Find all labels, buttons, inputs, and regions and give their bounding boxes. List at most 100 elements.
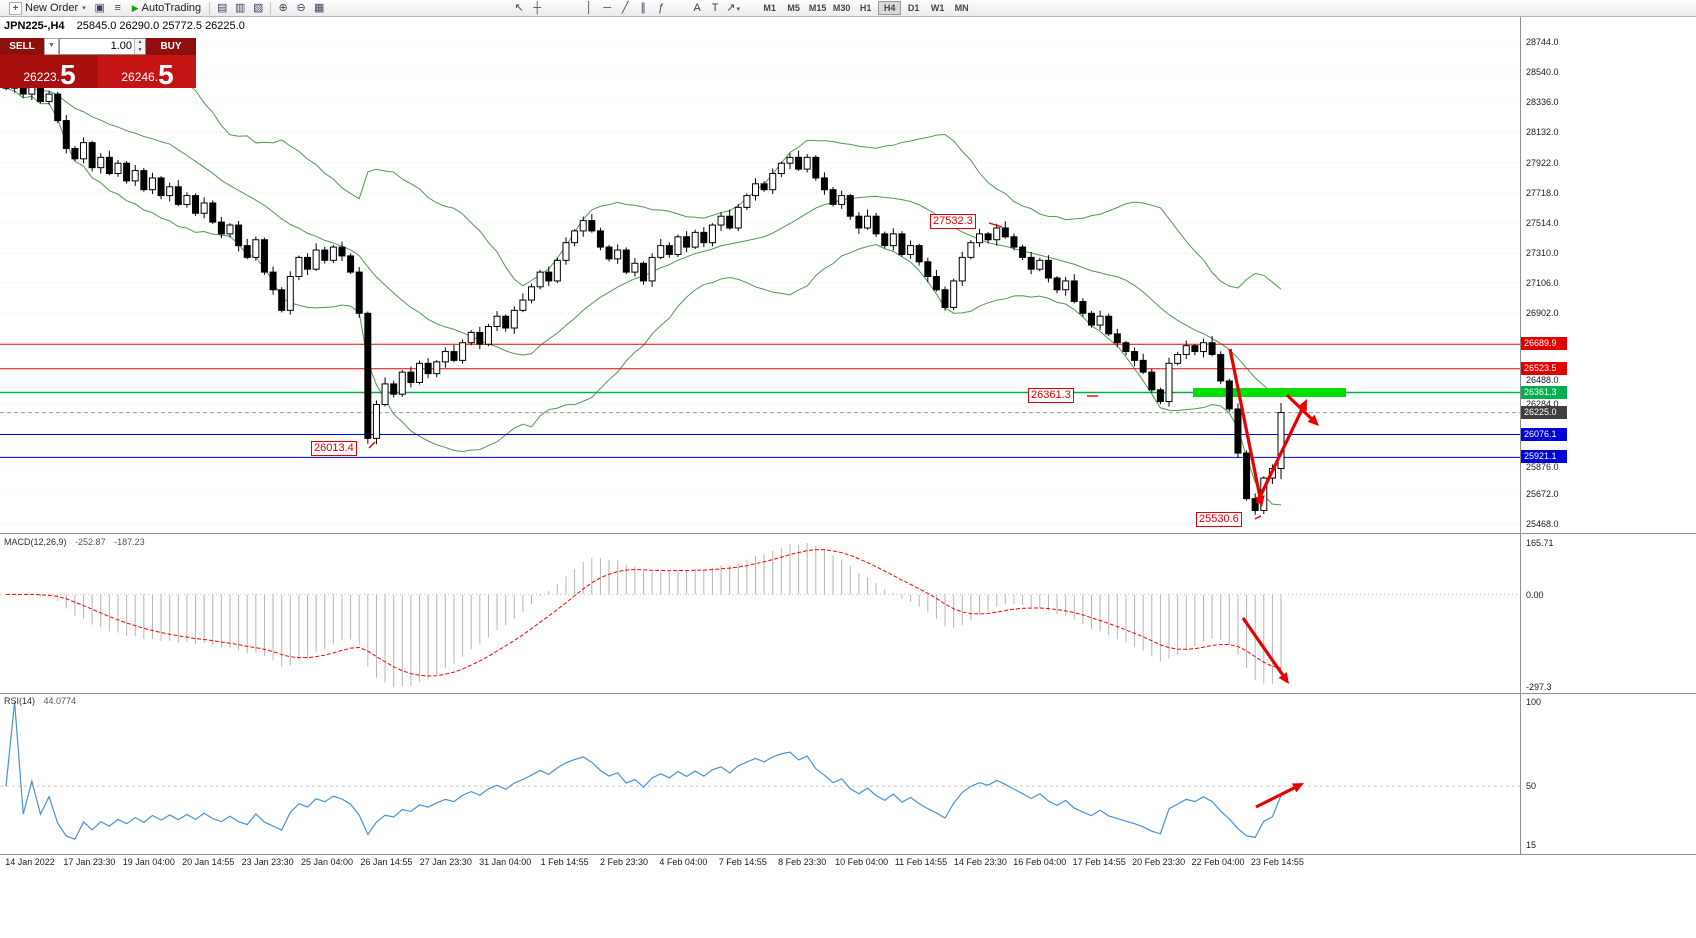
crosshair-icon[interactable]: ┼ [533, 1, 542, 14]
sell-price-big-digit: 5 [60, 59, 76, 90]
text-label-icon[interactable]: T [711, 1, 719, 14]
rsi-value: 44.0774 [43, 696, 77, 706]
volume-up-icon[interactable]: ▲ [137, 39, 143, 45]
time-tick: 17 Feb 14:55 [1072, 857, 1126, 867]
symbol-period-label: JPN225-,H4 [4, 20, 65, 32]
buy-price-big-digit: 5 [158, 59, 174, 90]
dropdown-caret-icon: ▾ [736, 5, 741, 13]
trend-arrow [1241, 617, 1287, 680]
volume-field[interactable]: 1.00 ▲ ▼ [59, 38, 146, 55]
trend-arrow [1255, 784, 1300, 809]
time-tick: 4 Feb 04:00 [659, 857, 708, 867]
time-tick: 20 Jan 14:55 [182, 857, 235, 867]
new-order-button[interactable]: + New Order ▾ [4, 1, 91, 16]
support-zone-highlight [1193, 388, 1346, 398]
equidistant-channel-icon[interactable]: ∥ [640, 1, 646, 14]
timeframe-m30-button[interactable]: M30 [832, 3, 851, 13]
macd-main-value: -252.87 [75, 537, 106, 547]
autotrading-icon: ▶ [131, 2, 139, 13]
toolbar-gap [742, 8, 758, 9]
sell-price-main: 26223. [23, 70, 61, 84]
time-tick: 23 Feb 14:55 [1250, 857, 1304, 867]
price-annotation[interactable]: 25530.6 [1196, 512, 1242, 527]
volume-value[interactable]: 1.00 [110, 40, 132, 52]
toolbar-separator [270, 1, 272, 15]
ohlc-values: 25845.0 26290.0 25772.5 26225.0 [76, 20, 245, 32]
vertical-line-icon[interactable]: │ [585, 1, 593, 14]
chart-title: JPN225-,H4 25845.0 26290.0 25772.5 26225… [4, 20, 245, 32]
timeframe-m5-button[interactable]: M5 [787, 3, 800, 13]
toolbar-gap [328, 8, 510, 9]
one-click-collapse-button[interactable]: ▼ [44, 38, 59, 55]
rsi-name: RSI(14) [4, 696, 36, 706]
bar-chart-icon[interactable]: ▤ [216, 1, 228, 14]
time-tick: 23 Jan 23:30 [241, 857, 294, 867]
time-tick: 14 Jan 2022 [5, 857, 55, 867]
text-icon[interactable]: A [693, 1, 701, 14]
time-tick: 8 Feb 23:30 [778, 857, 827, 867]
time-tick: 26 Jan 14:55 [360, 857, 413, 867]
sell-price[interactable]: 26223. 5 [0, 55, 98, 90]
toolbar-gap [546, 8, 580, 9]
rsi-label: RSI(14) 44.0774 [4, 696, 76, 706]
buy-button[interactable]: BUY [146, 38, 196, 55]
zoom-in-icon[interactable]: ⊕ [278, 1, 288, 14]
time-axis: 14 Jan 2022 17 Jan 23:30 19 Jan 04:00 20 Ja… [0, 857, 1520, 869]
toolbar-gap [670, 8, 688, 9]
volume-stepper[interactable]: ▲ ▼ [134, 39, 145, 54]
time-tick: 31 Jan 04:00 [479, 857, 532, 867]
arrows-tool-icon[interactable]: ↗▾ [726, 1, 741, 14]
chart-window-icon[interactable]: ▣ [94, 1, 105, 14]
time-tick: 1 Feb 14:55 [540, 857, 589, 867]
timeframe-m15-button[interactable]: M15 [808, 3, 827, 13]
time-tick: 2 Feb 23:30 [599, 857, 649, 867]
sell-button[interactable]: SELL [0, 38, 44, 55]
new-order-icon: + [9, 1, 22, 15]
trend-arrow [1228, 348, 1263, 502]
depth-of-market-icon[interactable]: ≡ [114, 1, 121, 14]
line-chart-icon[interactable]: ▧ [252, 1, 264, 14]
time-tick: 25 Jan 04:00 [300, 857, 354, 867]
cursor-icon[interactable]: ↖ [514, 1, 524, 14]
toolbar: + New Order ▾ ▣ ≡ ▶ AutoTrading ▤ ▥ ▧ ⊕ ⊖ ▦ ↖ ┼ │ ─ ╱ ∥ ƒ A T… [0, 0, 1696, 17]
fibonacci-icon[interactable]: ƒ [658, 1, 665, 14]
time-tick: 10 Feb 04:00 [835, 857, 889, 867]
trend-arrow [1255, 403, 1306, 504]
horizontal-line-icon[interactable]: ─ [603, 1, 612, 14]
time-tick: 19 Jan 04:00 [122, 857, 175, 867]
autotrading-button[interactable]: ▶ AutoTrading [127, 1, 206, 16]
price-annotation[interactable]: 26013.4 [311, 441, 357, 456]
macd-label: MACD(12,26,9) -252.87 -187.23 [4, 537, 145, 547]
volume-down-icon[interactable]: ▼ [137, 46, 143, 53]
timeframe-h1-button[interactable]: H1 [859, 3, 872, 13]
buy-price-main: 26246. [121, 70, 159, 84]
trendline-icon[interactable]: ╱ [621, 1, 629, 14]
timeframe-h4-button[interactable]: H4 [878, 1, 902, 15]
macd-name: MACD(12,26,9) [4, 537, 67, 547]
time-tick: 20 Feb 23:30 [1132, 857, 1186, 867]
timeframe-w1-button[interactable]: W1 [930, 3, 945, 13]
candlestick-series [2, 77, 1285, 515]
macd-signal-value: -187.23 [114, 537, 145, 547]
dropdown-caret-icon: ▾ [82, 5, 86, 12]
tile-windows-icon[interactable]: ▦ [313, 1, 325, 14]
timeframe-d1-button[interactable]: D1 [907, 3, 920, 13]
price-annotation[interactable]: 26361.3 [1028, 388, 1074, 403]
timeframe-m1-button[interactable]: M1 [763, 3, 776, 13]
zoom-out-icon[interactable]: ⊖ [296, 1, 306, 14]
time-tick: 17 Jan 23:30 [63, 857, 116, 867]
time-tick: 11 Feb 14:55 [894, 857, 948, 867]
timeframe-mn-button[interactable]: MN [954, 3, 969, 13]
price-annotation[interactable]: 27532.3 [930, 214, 976, 229]
new-order-button-label: New Order [25, 2, 79, 14]
trend-arrow [1285, 393, 1316, 423]
one-click-trading-panel: SELL ▼ 1.00 ▲ ▼ BUY 26223. 5 26246. 5 [0, 38, 196, 90]
time-tick: 14 Feb 23:30 [953, 857, 1007, 867]
macd-histogram [14, 543, 1282, 687]
buy-price[interactable]: 26246. 5 [98, 55, 196, 90]
candlestick-chart-icon[interactable]: ▥ [234, 1, 246, 14]
autotrading-button-label: AutoTrading [141, 2, 202, 14]
time-tick: 7 Feb 14:55 [718, 857, 767, 867]
time-tick: 22 Feb 04:00 [1191, 857, 1245, 867]
